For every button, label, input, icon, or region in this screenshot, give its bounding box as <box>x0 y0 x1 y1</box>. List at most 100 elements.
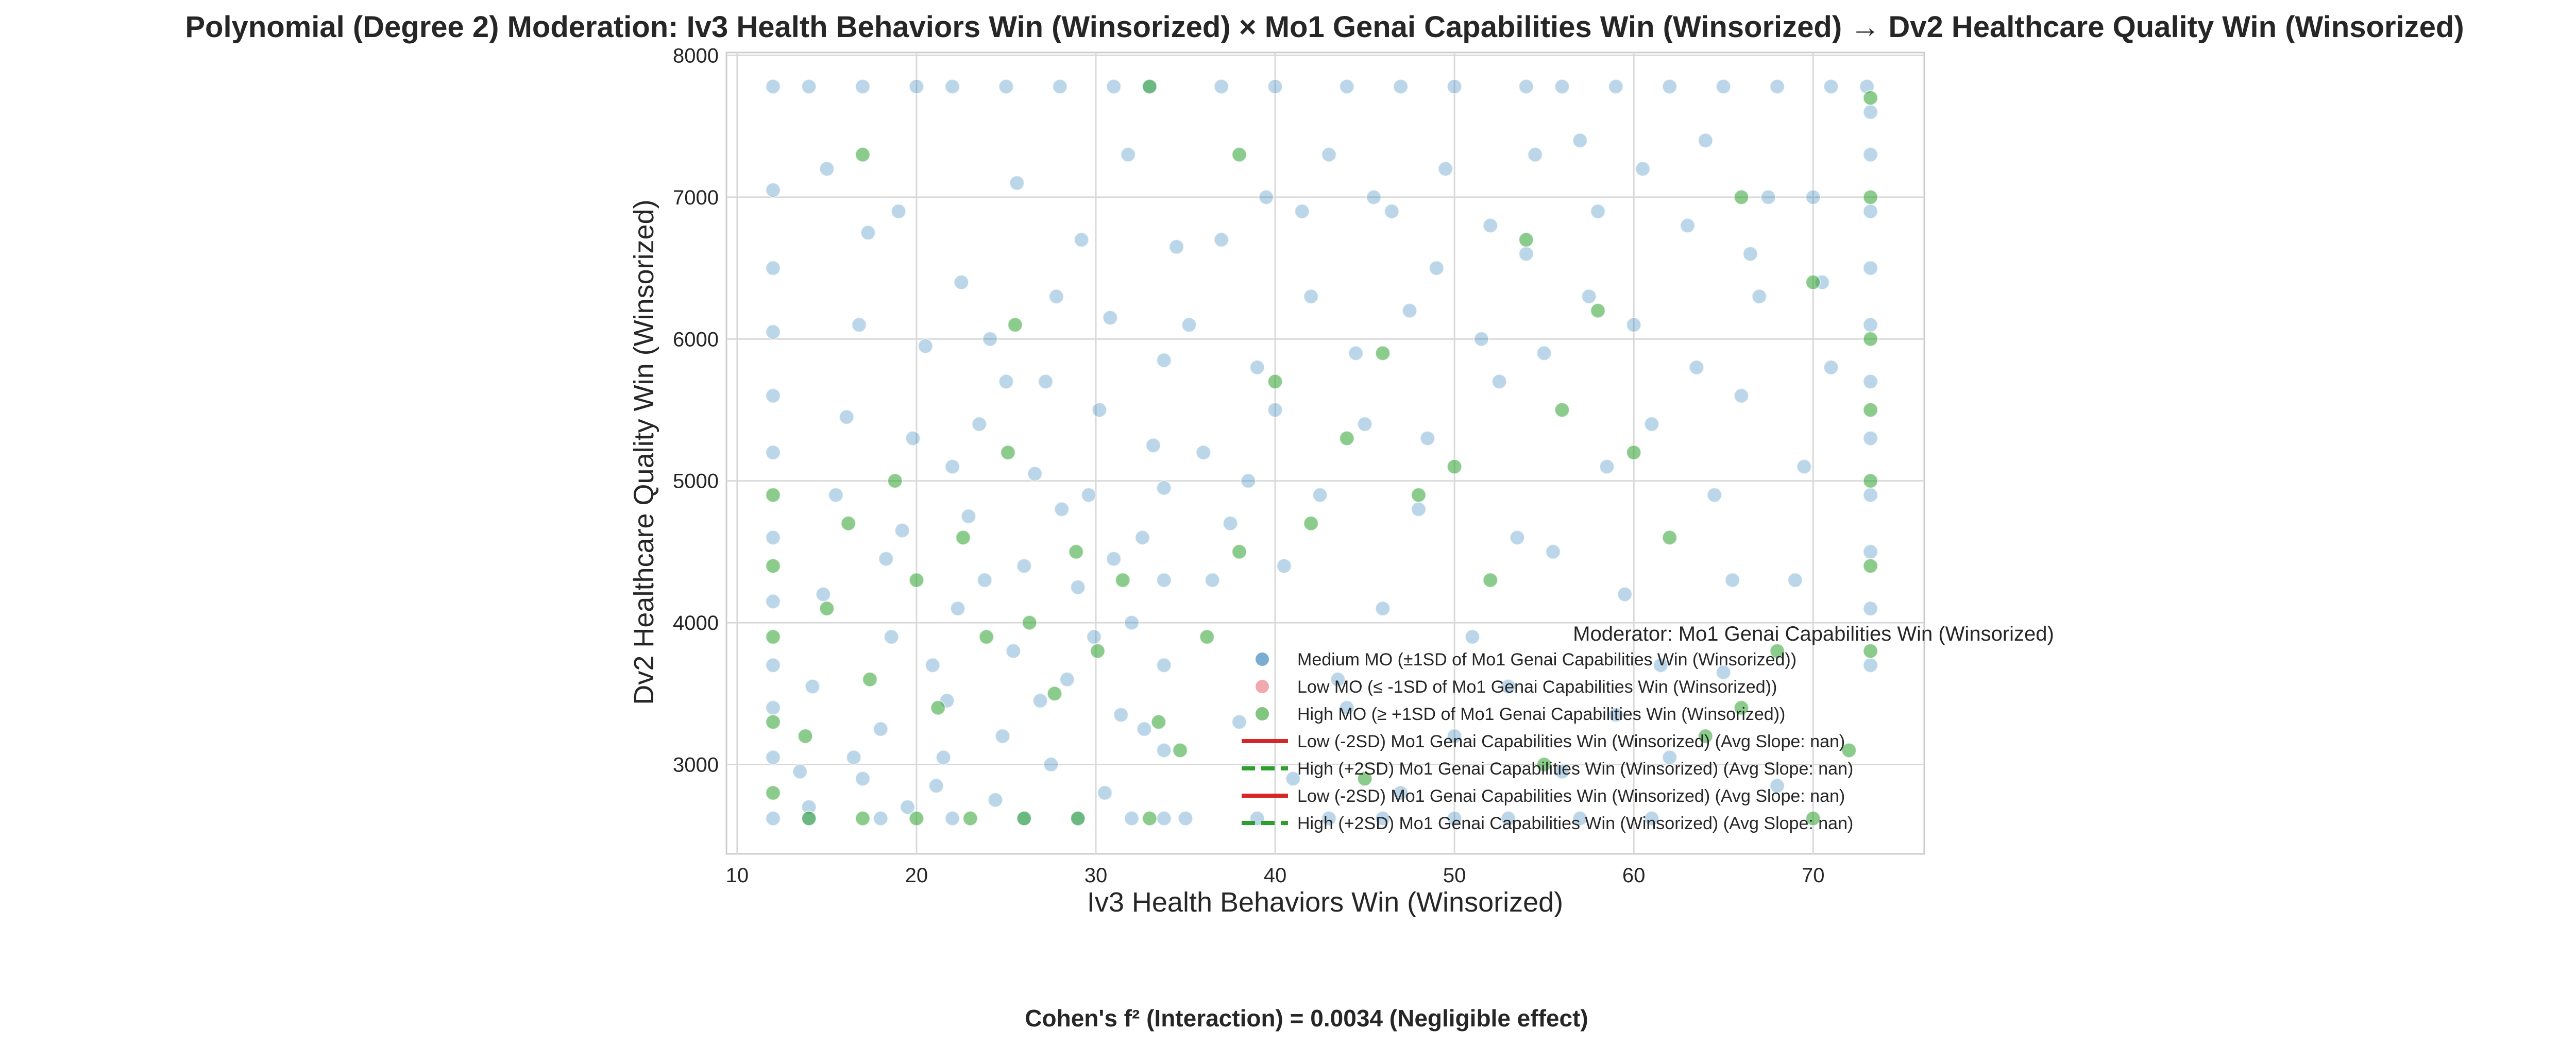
scatter-point <box>1862 373 1878 389</box>
scatter-point <box>860 225 876 241</box>
scatter-point <box>873 721 889 737</box>
scatter-point <box>1643 811 1659 827</box>
scatter-point <box>792 764 808 780</box>
scatter-point <box>1267 79 1283 95</box>
scatter-point <box>1518 79 1534 95</box>
scatter-point <box>1199 629 1215 645</box>
scatter-point <box>1142 79 1158 95</box>
scatter-point <box>1124 615 1140 631</box>
scatter-point <box>894 523 910 539</box>
scatter-point <box>1862 203 1878 219</box>
scatter-point <box>1052 79 1068 95</box>
scatter-point <box>855 147 871 163</box>
scatter-point <box>1038 373 1054 389</box>
scatter-point <box>1572 811 1588 827</box>
scatter-point <box>1357 771 1373 787</box>
scatter-point <box>815 587 831 603</box>
scatter-point <box>1862 643 1878 659</box>
scatter-point <box>1706 487 1722 503</box>
x-tick-label: 70 <box>1802 864 1825 887</box>
scatter-point <box>955 529 971 545</box>
scatter-point <box>1081 487 1097 503</box>
scatter-point <box>925 657 941 673</box>
scatter-point <box>1136 721 1152 737</box>
scatter-point <box>1862 558 1878 574</box>
x-tick-label: 40 <box>1264 864 1287 887</box>
scatter-point <box>1805 189 1821 205</box>
scatter-point <box>1195 444 1211 460</box>
scatter-point <box>1303 516 1319 531</box>
scatter-point <box>1482 572 1498 588</box>
scatter-point <box>1168 239 1184 255</box>
scatter-point <box>1375 600 1391 616</box>
scatter-point <box>1106 551 1122 567</box>
scatter-point <box>801 79 817 95</box>
scatter-point <box>1500 811 1516 827</box>
scatter-point <box>1698 132 1714 148</box>
scatter-point <box>1527 147 1543 163</box>
scatter-point <box>765 714 781 730</box>
scatter-point <box>1134 529 1150 545</box>
scatter-point <box>765 700 781 716</box>
x-tick-labels: 10 20 30 40 50 60 70 <box>726 864 1825 887</box>
legend: Moderator: Mo1 Genai Capabilities Win (W… <box>1242 623 2054 833</box>
legend-title: Moderator: Mo1 Genai Capabilities Win (W… <box>1573 623 2054 645</box>
scatter-point <box>1653 657 1669 673</box>
scatter-point <box>998 79 1014 95</box>
scatter-point <box>1231 147 1247 163</box>
scatter-point <box>1554 764 1570 780</box>
scatter-point <box>1393 785 1409 801</box>
scatter-point <box>1823 79 1839 95</box>
scatter-point <box>1716 664 1732 680</box>
y-tick-label: 7000 <box>673 186 719 209</box>
scatter-point <box>1862 431 1878 447</box>
scatter-point <box>1150 714 1166 730</box>
scatter-point <box>1447 459 1463 475</box>
x-tick-label: 10 <box>726 864 749 887</box>
scatter-point <box>1321 147 1337 163</box>
x-tick-label: 50 <box>1443 864 1466 887</box>
scatter-point <box>1419 431 1435 447</box>
scatter-point <box>1643 416 1659 432</box>
scatter-point <box>1626 317 1642 333</box>
scatter-point <box>1724 572 1740 588</box>
scatter-point <box>862 672 878 688</box>
scatter-point <box>1787 572 1803 588</box>
scatter-point <box>765 811 781 827</box>
scatter-point <box>1054 501 1070 517</box>
x-tick-label: 20 <box>905 864 928 887</box>
scatter-point <box>1000 444 1016 460</box>
scatter-point <box>1473 331 1489 347</box>
scatter-point <box>1447 79 1463 95</box>
scatter-point <box>1862 90 1878 106</box>
scatter-point <box>765 593 781 609</box>
scatter-point <box>977 572 993 588</box>
scatter-point <box>1276 558 1292 574</box>
scatter-point <box>1429 260 1445 276</box>
scatter-point <box>1823 359 1839 375</box>
scatter-point <box>1509 529 1525 545</box>
scatter-point <box>1590 203 1606 219</box>
scatter-point <box>1120 147 1136 163</box>
scatter-point <box>765 487 781 503</box>
scatter-point <box>1554 79 1570 95</box>
scatter-point <box>851 317 867 333</box>
scatter-point <box>1862 331 1878 347</box>
scatter-point <box>878 551 894 567</box>
scatter-point <box>944 811 960 827</box>
scatter-point <box>1016 811 1032 827</box>
scatter-point <box>1156 480 1172 496</box>
scatter-point <box>1742 246 1758 262</box>
scatter-point <box>998 373 1014 389</box>
scatter-point <box>1688 359 1704 375</box>
scatter-point <box>928 778 944 794</box>
scatter-point <box>1156 811 1172 827</box>
scatter-point <box>1733 700 1749 716</box>
scatter-point <box>765 260 781 276</box>
scatter-point <box>1106 79 1122 95</box>
scatter-point <box>1366 189 1382 205</box>
scatter-point <box>765 182 781 198</box>
scatter-point <box>1716 79 1732 95</box>
scatter-point <box>905 431 921 447</box>
scatter-point <box>1482 217 1498 233</box>
